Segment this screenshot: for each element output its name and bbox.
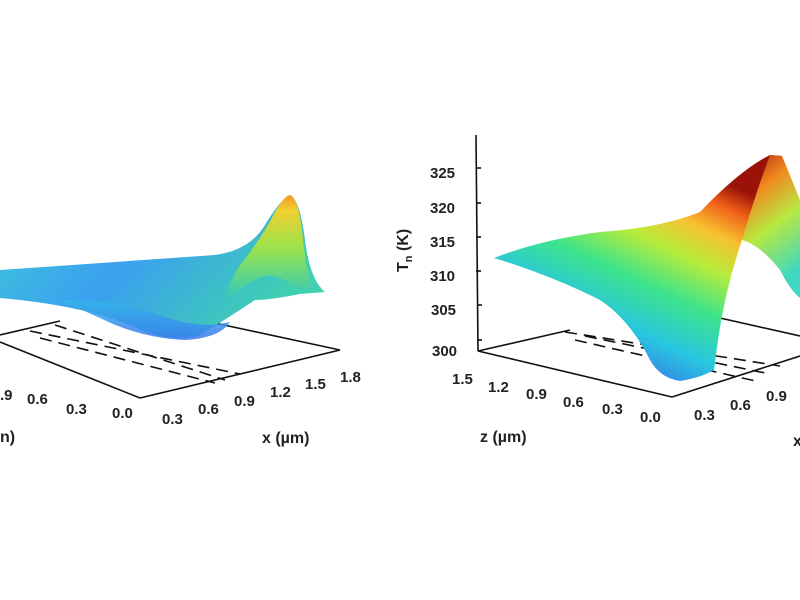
right-z-axis-label: z (µm) [480, 429, 527, 446]
right-y-tick-labels: 325 320 315 310 305 300 [430, 165, 457, 360]
right-surface-right-face [742, 155, 800, 298]
right-z-tick: 0.9 [526, 386, 547, 403]
right-surface-plot: 325 320 315 310 305 300 Tn (K) 1.5 1.2 0… [395, 134, 800, 450]
right-back-edge-2 [719, 317, 800, 337]
left-z-tick: 0.3 [66, 401, 87, 418]
right-y-tick: 300 [432, 343, 457, 360]
left-z-axis-label: n) [0, 429, 15, 446]
right-x-axis-label: x [793, 433, 800, 450]
left-dashed-line-1 [29, 330, 241, 375]
left-x-tick: 1.5 [305, 376, 326, 393]
right-y-ticks [476, 167, 482, 341]
right-y-tick: 310 [430, 268, 455, 285]
left-dashed-line-3 [39, 337, 216, 384]
right-dashed-line-2 [584, 335, 771, 375]
right-surface-sheet [494, 155, 782, 381]
right-x-axis [671, 355, 800, 398]
right-y-tick: 315 [430, 234, 455, 251]
left-z-axis [0, 341, 141, 399]
left-x-tick: 0.0 [112, 405, 133, 422]
left-z-tick-labels: .9 0.6 0.3 [0, 387, 87, 418]
left-x-tick-labels: 0.0 0.3 0.6 0.9 1.2 1.5 1.8 [112, 369, 361, 428]
left-x-tick: 0.6 [198, 401, 219, 418]
right-x-tick: 0.3 [694, 407, 715, 424]
right-back-edge [477, 329, 571, 352]
left-x-tick: 1.2 [270, 384, 291, 401]
right-y-axis-label: Tn (K) [395, 229, 415, 272]
left-x-axis-label: x (µm) [262, 430, 309, 447]
right-z-tick: 0.0 [640, 409, 661, 426]
left-x-tick: 0.9 [234, 393, 255, 410]
left-base-plane [0, 320, 341, 399]
right-y-tick: 320 [430, 200, 455, 217]
left-surface-plot: 0.0 0.3 0.6 0.9 1.2 1.5 1.8 .9 0.6 0.3 n… [0, 195, 361, 447]
right-z-tick-labels: 1.5 1.2 0.9 0.6 0.3 0.0 [452, 371, 661, 426]
right-dashed-line-1 [564, 331, 781, 367]
left-z-tick: 0.6 [27, 391, 48, 408]
left-x-tick: 0.3 [162, 411, 183, 428]
left-back-edge-2 [0, 320, 61, 336]
left-back-edge [209, 321, 341, 351]
left-dashed-line-2 [54, 324, 226, 381]
left-z-tick: .9 [0, 387, 13, 404]
right-y-tick: 325 [430, 165, 455, 182]
right-y-axis [475, 134, 479, 352]
left-surface-peak [225, 195, 312, 300]
right-x-tick-labels: 0.3 0.6 0.9 [694, 388, 787, 424]
right-dashed-line-3 [574, 339, 761, 383]
right-y-tick: 305 [431, 302, 456, 319]
right-z-tick: 1.2 [488, 379, 509, 396]
right-x-tick: 0.6 [730, 397, 751, 414]
right-z-tick: 0.3 [602, 401, 623, 418]
right-axes [475, 134, 800, 398]
right-z-axis [477, 350, 673, 398]
right-x-tick: 0.9 [766, 388, 787, 405]
right-z-tick: 0.6 [563, 394, 584, 411]
left-surface-dip [60, 300, 230, 340]
left-x-tick: 1.8 [340, 369, 361, 386]
right-z-tick: 1.5 [452, 371, 473, 388]
